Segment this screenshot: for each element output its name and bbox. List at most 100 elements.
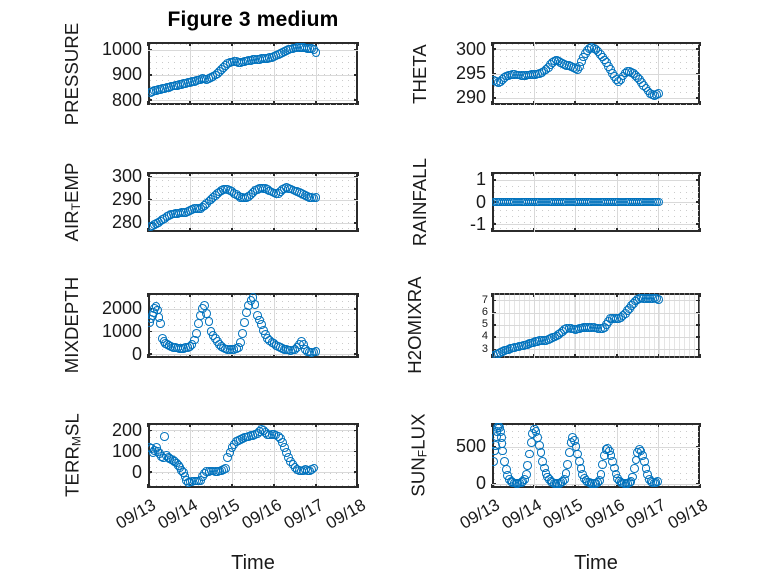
x-tick-mark xyxy=(231,484,233,488)
x-tick-mark xyxy=(574,172,576,176)
data-point xyxy=(311,193,321,203)
data-point xyxy=(561,468,571,478)
gridline-vertical xyxy=(616,423,618,488)
x-tick-mark xyxy=(273,101,275,105)
y-tick-mark xyxy=(354,353,358,355)
x-tick-mark xyxy=(357,172,359,176)
gridline-horizontal xyxy=(492,312,700,314)
data-point xyxy=(563,459,573,469)
y-tick-mark xyxy=(354,330,358,333)
x-tick-mark xyxy=(616,172,618,176)
x-tick-mark xyxy=(231,42,233,46)
y-tick-label: 300 xyxy=(111,166,142,187)
gridline-horizontal xyxy=(148,451,358,453)
x-tick-mark xyxy=(699,101,701,105)
x-tick-mark xyxy=(574,293,576,297)
y-tick-mark xyxy=(492,336,496,338)
x-tick-mark xyxy=(491,228,493,232)
x-tick-mark xyxy=(657,423,660,427)
x-tick-mark xyxy=(699,293,701,297)
x-tick-mark xyxy=(532,228,535,232)
gridline-vertical xyxy=(274,293,275,358)
gridline-vertical xyxy=(316,293,317,358)
plot-panel-mid-lower-left: 0 1000 2000 xyxy=(102,293,359,363)
x-tick-mark xyxy=(231,423,233,427)
data-point xyxy=(492,457,499,466)
x-tick-mark xyxy=(491,484,493,488)
x-tick-mark xyxy=(616,423,618,427)
x-tick-mark xyxy=(231,354,233,358)
y-tick-mark xyxy=(354,221,358,224)
x-tick-mark xyxy=(273,354,275,358)
y-axis-label-text: TERRMSL xyxy=(61,413,83,497)
x-tick-mark xyxy=(273,228,275,232)
y-tick-label: 900 xyxy=(111,64,142,85)
x-tick-mark xyxy=(657,354,660,358)
x-tick-mark xyxy=(699,42,701,46)
x-tick-mark xyxy=(657,42,660,46)
y-tick-mark xyxy=(696,299,700,302)
x-tick-mark xyxy=(699,484,701,488)
y-axis-label-top-right: THETA xyxy=(409,44,430,104)
xlabel-right: Time xyxy=(574,552,618,574)
y-axis-label-mid-lower-left: MIXDEPTH xyxy=(61,276,82,374)
x-tick-mark xyxy=(491,42,493,46)
y-tick-mark xyxy=(148,353,152,355)
y-tick-label: 0 xyxy=(131,343,142,364)
x-tick-mark xyxy=(315,354,317,358)
gridline-vertical xyxy=(232,172,233,232)
gridline-vertical xyxy=(190,172,191,232)
x-tick-mark xyxy=(273,42,275,46)
x-tick-mark xyxy=(189,354,191,358)
y-tick-mark xyxy=(148,471,152,474)
gridline-vertical xyxy=(232,293,233,358)
data-series xyxy=(492,293,700,358)
y-axis-label-bottom-left: TERRMSL xyxy=(61,393,83,518)
y-tick-mark xyxy=(492,348,496,351)
y-tick-label: 290 xyxy=(111,189,142,210)
x-tick-mark xyxy=(699,172,701,176)
figure-title: Figure 3 medium xyxy=(167,8,339,31)
x-tick-mark xyxy=(231,101,233,105)
y-axis-label-text: SUNFLUX xyxy=(407,413,429,497)
x-tick-mark xyxy=(574,42,576,46)
x-tick-mark xyxy=(189,423,191,427)
x-tick-mark xyxy=(699,423,701,427)
y-tick-mark xyxy=(354,175,358,178)
x-tick-mark xyxy=(273,423,275,427)
x-tick-mark xyxy=(147,101,149,105)
y-tick-mark xyxy=(696,324,700,326)
y-tick-mark xyxy=(354,429,358,432)
y-tick-label: 800 xyxy=(111,89,142,110)
y-axis-label-top-left: PRESSURE xyxy=(61,22,82,126)
y-tick-mark xyxy=(354,450,358,453)
y-tick-label: 1 xyxy=(475,169,486,190)
plot-panel-top-right: 290 295 300 xyxy=(456,40,701,106)
plot-panel-mid-upper-left: 280 290 300 xyxy=(112,167,359,232)
data-point xyxy=(309,463,319,473)
y-tick-mark xyxy=(492,482,496,485)
x-tick-mark xyxy=(532,354,535,358)
y-tick-mark xyxy=(492,223,496,226)
gridline-horizontal xyxy=(148,353,358,355)
x-tick-mark xyxy=(231,172,233,176)
gridline-horizontal xyxy=(148,308,358,310)
y-axis-label-bottom-right: SUNFLUX xyxy=(407,393,429,518)
x-tick-mark xyxy=(491,172,493,176)
y-tick-mark xyxy=(696,178,700,181)
x-tick-mark xyxy=(699,354,701,358)
y-tick-mark xyxy=(696,482,700,485)
y-tick-mark xyxy=(148,429,152,432)
gridline-vertical xyxy=(316,172,317,232)
y-tick-label: -1 xyxy=(469,213,486,234)
plot-panel-bottom-right: 0 500 xyxy=(456,423,701,492)
y-tick-label: 500 xyxy=(455,436,486,457)
data-point xyxy=(596,470,606,480)
x-tick-mark xyxy=(574,423,576,427)
data-point xyxy=(191,329,201,339)
data-point xyxy=(653,477,662,487)
y-tick-mark xyxy=(492,324,496,326)
x-tick-mark xyxy=(315,42,317,46)
